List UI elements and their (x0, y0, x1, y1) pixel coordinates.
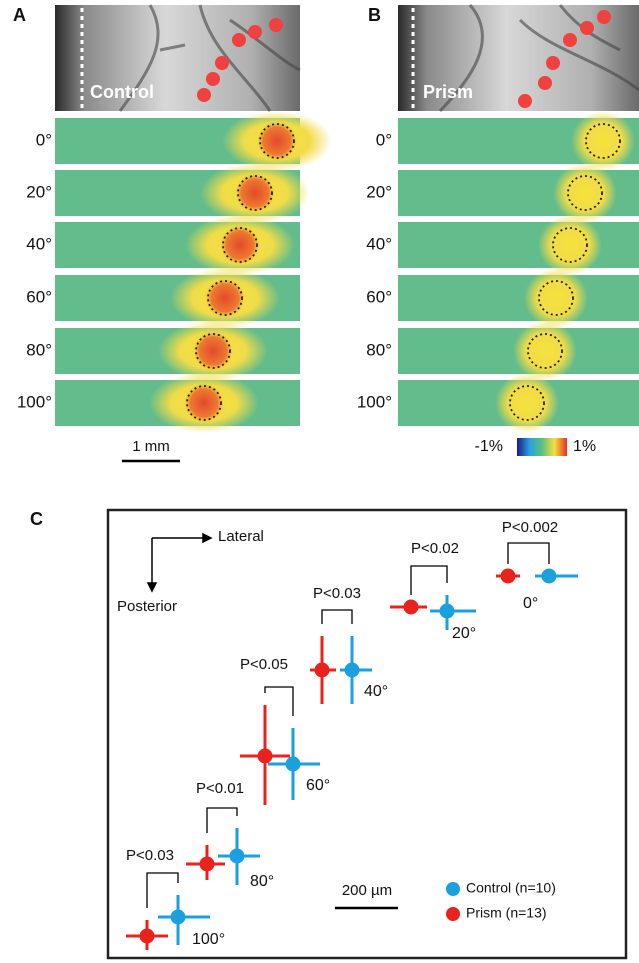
angle-label: 80° (250, 873, 274, 890)
angle-label: 80° (26, 340, 52, 359)
angle-label: 60° (306, 777, 330, 794)
angle-label: 40° (366, 234, 392, 253)
cortex-image (398, 4, 639, 113)
angle-label: 0° (523, 595, 538, 612)
activation-peak (235, 173, 275, 213)
angle-label: 100° (192, 931, 225, 948)
panel-label: B (368, 5, 381, 25)
legend-label: Control (n=10) (466, 880, 556, 896)
control-point (439, 603, 455, 619)
control-point (285, 756, 301, 772)
significance-bracket (321, 609, 353, 624)
roi-circle (222, 227, 258, 263)
colorbar-max: 1% (573, 438, 596, 455)
p-value: P<0.05 (240, 656, 288, 673)
angle-label: 20° (26, 182, 52, 201)
prism-point (199, 856, 215, 872)
angle-label: 60° (26, 287, 52, 306)
angle-label: 100° (357, 392, 392, 411)
control-point (229, 848, 245, 864)
roi-circle (237, 175, 273, 211)
angle-label: 0° (376, 130, 392, 149)
activation-band (495, 373, 559, 433)
roi-circle (195, 333, 231, 369)
significance-bracket (410, 565, 448, 595)
control-point (170, 909, 186, 925)
angle-label: 80° (366, 340, 392, 359)
heatmap (398, 275, 639, 321)
scale-label: 200 µm (342, 882, 392, 899)
scale-label: 1 mm (132, 438, 170, 455)
cortex-image (55, 4, 301, 112)
angle-label: 40° (26, 234, 52, 253)
angle-label: 20° (366, 182, 392, 201)
panel-label: A (13, 5, 26, 25)
prism-point (257, 748, 273, 764)
prism-point (403, 599, 419, 615)
activation-peak (220, 225, 260, 265)
roi-circle (538, 280, 574, 316)
prism-point (139, 928, 155, 944)
angle-label: 20° (452, 625, 476, 642)
panel-label: C (30, 509, 43, 529)
roi-circle (207, 280, 243, 316)
angle-label: 60° (366, 287, 392, 306)
direction-label: Lateral (218, 528, 264, 545)
control-point (344, 662, 360, 678)
p-value: P<0.01 (196, 780, 244, 797)
activation-peak (205, 278, 245, 318)
roi-circle (259, 123, 295, 159)
significance-bracket (264, 686, 294, 716)
p-value: P<0.03 (313, 585, 361, 602)
activation-band (538, 215, 602, 275)
control-point (541, 568, 557, 584)
angle-label: 40° (364, 683, 388, 700)
roi-circle (527, 333, 563, 369)
activation-peak (193, 331, 233, 371)
direction-label: Posterior (117, 598, 177, 615)
activation-band (553, 163, 617, 223)
significance-bracket (146, 872, 179, 908)
p-value: P<0.03 (126, 847, 174, 864)
heatmap (398, 222, 639, 268)
activation-band (513, 321, 577, 381)
prism-point (314, 662, 330, 678)
significance-bracket (206, 807, 238, 833)
angle-label: 100° (17, 392, 52, 411)
legend-marker (446, 882, 460, 896)
legend-label: Prism (n=13) (466, 905, 547, 921)
legend-marker (446, 907, 460, 921)
prism-point (500, 568, 516, 584)
image-label: Control (90, 82, 154, 102)
roi-circle (585, 123, 621, 159)
activation-peak (257, 121, 297, 161)
activation-band (524, 268, 588, 328)
activation-peak (184, 383, 224, 423)
orientation-arrows (146, 532, 213, 593)
roi-circle (567, 175, 603, 211)
colorbar (517, 438, 567, 456)
roi-circle (509, 385, 545, 421)
activation-band (571, 111, 635, 171)
angle-label: 0° (36, 130, 52, 149)
roi-circle (552, 227, 588, 263)
colorbar-min: -1% (475, 438, 503, 455)
image-label: Prism (423, 82, 473, 102)
roi-circle (186, 385, 222, 421)
panel-frame (106, 508, 628, 960)
significance-bracket (507, 542, 550, 564)
p-value: P<0.02 (411, 540, 459, 557)
p-value: P<0.002 (502, 519, 558, 536)
